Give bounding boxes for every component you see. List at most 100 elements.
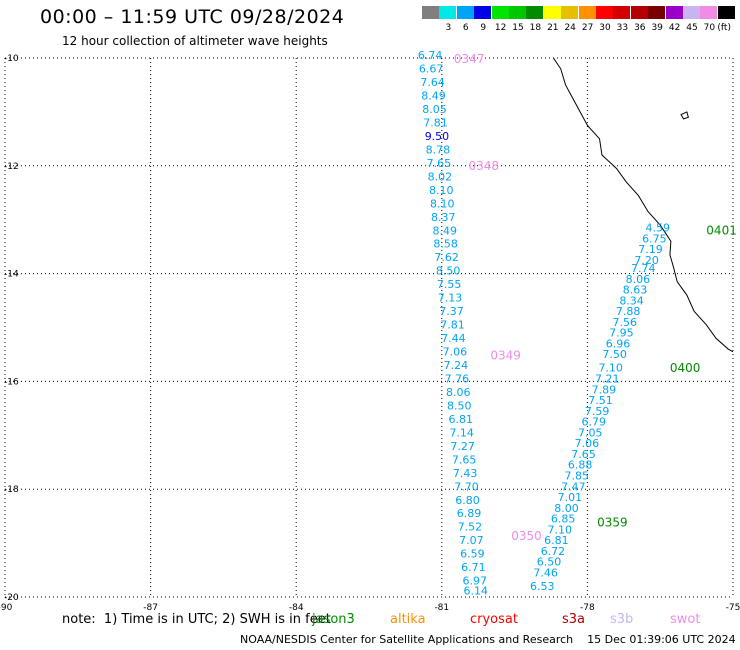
wave-height-value: 6.59 (460, 548, 485, 561)
wave-height-value: 8.10 (430, 197, 455, 210)
wave-height-value: 8.78 (426, 143, 451, 156)
wave-height-value: 6.53 (530, 580, 555, 593)
pass-time-label: 0401 (706, 223, 737, 237)
lon-tick-label: -78 (580, 603, 595, 613)
satellite-s3b: s3b (610, 612, 634, 627)
wave-height-value: 6.67 (419, 63, 444, 76)
wave-height-value: 6.75 (642, 232, 667, 245)
wave-height-value: 7.01 (558, 491, 583, 504)
legend-label: 42 (668, 23, 681, 33)
wave-height-value: 7.70 (454, 480, 479, 493)
legend-unit: (ft) (717, 23, 731, 33)
wave-height-value: 7.59 (585, 405, 610, 418)
legend-label: 33 (616, 23, 629, 33)
wave-height-value: 6.71 (461, 561, 486, 574)
wave-height-value: 7.50 (602, 348, 627, 361)
legend-swatch (526, 6, 544, 19)
wave-height-value: 7.64 (420, 76, 445, 89)
wave-height-value: 6.74 (418, 49, 443, 62)
legend-label: 24 (564, 23, 576, 33)
legend-swatch (543, 6, 561, 19)
lat-tick-label: -16 (4, 377, 19, 387)
wave-height-value: 7.76 (445, 372, 470, 385)
wave-height-value: 7.20 (634, 254, 659, 267)
legend-swatch (509, 6, 526, 19)
wave-height-value: 7.95 (609, 327, 634, 340)
page-subtitle: 12 hour collection of altimeter wave hei… (62, 34, 328, 48)
legend-swatch (456, 6, 474, 19)
wave-height-value: 7.47 (561, 480, 586, 493)
wave-height-value: 8.05 (422, 103, 447, 116)
wave-height-value: 7.37 (439, 305, 464, 318)
wave-height-value: 6.96 (606, 337, 631, 350)
wave-height-value: 6.81 (544, 534, 569, 547)
wave-height-value: 8.49 (432, 224, 457, 237)
wave-height-value: 6.88 (568, 459, 593, 472)
legend-swatch (613, 6, 631, 19)
legend-label: 27 (581, 23, 594, 33)
wave-height-value: 7.65 (427, 157, 452, 170)
pass-time-label: 0359 (597, 516, 628, 530)
wave-height-value: 6.81 (448, 413, 473, 426)
lat-tick-label: -14 (4, 270, 19, 280)
coastline (553, 57, 734, 353)
legend-swatch (578, 6, 596, 19)
wave-height-value: 7.24 (444, 359, 469, 372)
legend-swatch (439, 6, 457, 19)
wave-height-value: 7.65 (452, 453, 477, 466)
legend-label: 36 (634, 23, 646, 33)
legend-label: 30 (599, 23, 611, 33)
wave-height-value: 8.06 (626, 273, 651, 286)
wave-height-value: 6.50 (537, 556, 562, 569)
legend-swatch (596, 6, 613, 19)
wave-height-value: 7.55 (437, 278, 462, 291)
wave-height-value: 6.85 (551, 513, 576, 526)
wave-height-value: 7.89 (592, 383, 617, 396)
wave-height-value: 7.05 (578, 426, 603, 439)
legend-label: 21 (547, 23, 559, 33)
pass-time-label: 0350 (511, 529, 542, 543)
wave-height-value: 7.13 (438, 292, 463, 305)
legend-swatch (665, 6, 683, 19)
legend-label: 3 (445, 23, 452, 33)
legend-label: 12 (494, 23, 507, 33)
wave-height-value: 8.49 (421, 90, 446, 103)
lat-tick-label: -20 (4, 593, 19, 603)
lon-tick-label: -87 (143, 603, 158, 613)
satellite-cryosat: cryosat (470, 612, 518, 627)
wave-height-value: 7.21 (595, 372, 620, 385)
legend-label: 9 (480, 23, 487, 33)
footer-credit: NOAA/NESDIS Center for Satellite Applica… (240, 633, 736, 646)
wave-height-value: 8.10 (429, 184, 454, 197)
wave-height-value: 7.56 (613, 316, 638, 329)
wave-height-value: 6.14 (464, 584, 489, 597)
wave-height-value: 7.88 (616, 305, 641, 318)
legend-label: 18 (529, 23, 542, 33)
wave-height-value: 4.59 (646, 222, 671, 235)
legend-label: 6 (462, 23, 469, 33)
wave-height-value: 7.62 (434, 251, 459, 264)
pass-time-label: 0347 (454, 52, 485, 66)
wave-height-value: 7.81 (423, 116, 448, 129)
footer-note: note: 1) Time is in UTC; 2) SWH is in fe… (62, 612, 331, 627)
legend-swatch (474, 6, 492, 19)
legend-label: 39 (651, 23, 663, 33)
lat-tick-label: -10 (4, 54, 19, 64)
legend-swatch (491, 6, 509, 19)
satellite-jason3: jason3 (312, 612, 355, 627)
legend-swatch (700, 6, 718, 19)
wave-height-value: 7.43 (453, 467, 478, 480)
page-title: 00:00 – 11:59 UTC 09/28/2024 (40, 6, 345, 28)
wave-height-value: 7.14 (449, 426, 474, 439)
wave-height-value: 7.10 (598, 362, 623, 375)
wave-height-value: 8.06 (446, 386, 471, 399)
wave-height-value: 7.27 (450, 440, 475, 453)
wave-height-value: 8.00 (554, 502, 579, 515)
pass-time-label: 0349 (490, 349, 521, 363)
wave-height-value: 8.50 (447, 399, 472, 412)
wave-height-value: 7.74 (631, 262, 656, 275)
wave-height-value: 7.19 (638, 243, 663, 256)
legend-swatch (630, 6, 648, 19)
wave-height-value: 7.85 (564, 469, 589, 482)
